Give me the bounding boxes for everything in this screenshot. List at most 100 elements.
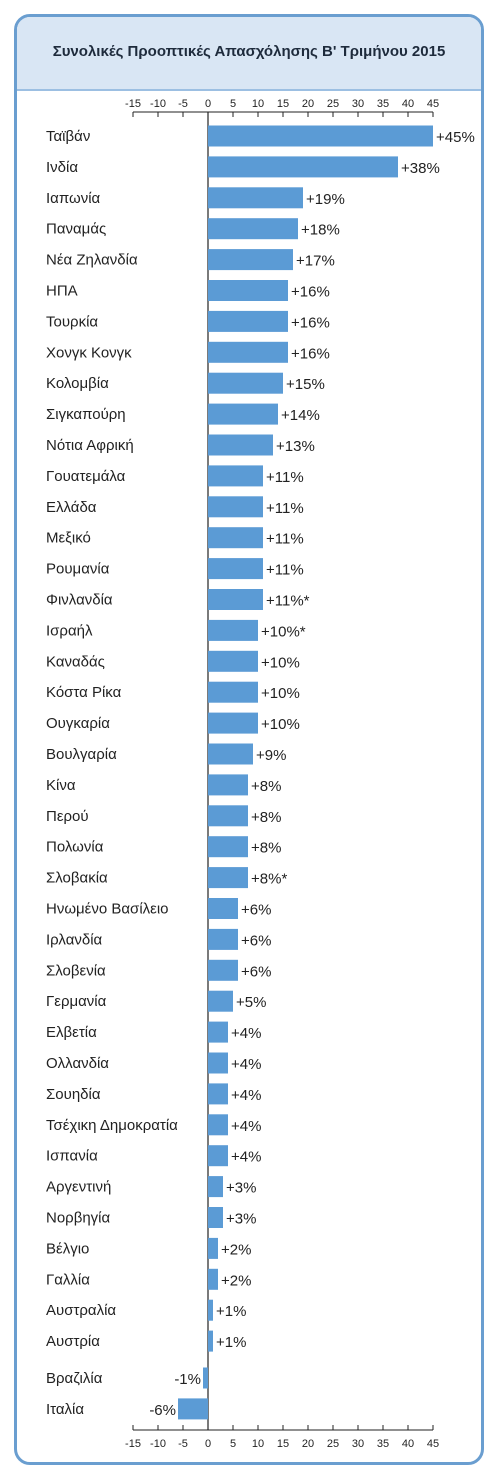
bar xyxy=(208,712,258,734)
bar xyxy=(208,527,263,549)
category-label: Σλοβακία xyxy=(46,870,108,887)
bar xyxy=(208,310,288,332)
category-label: Χονγκ Κονγκ xyxy=(46,344,132,361)
value-label: +17% xyxy=(296,253,335,270)
bottom-tick-label: 5 xyxy=(230,1438,236,1450)
bottom-tick-label: 25 xyxy=(327,1438,339,1450)
value-label: -6% xyxy=(149,1402,176,1419)
top-tick-label: 0 xyxy=(205,98,211,110)
bottom-tick-label: -10 xyxy=(150,1438,166,1450)
category-label: Αυστραλία xyxy=(46,1302,116,1319)
category-label: Σλοβενία xyxy=(46,962,106,979)
category-label: Ταϊβάν xyxy=(46,128,90,145)
value-label: +4% xyxy=(231,1118,261,1135)
category-label: Ιταλία xyxy=(46,1401,84,1418)
value-label: +38% xyxy=(401,160,440,177)
bar xyxy=(208,1083,228,1105)
category-label: Σιγκαπούρη xyxy=(46,406,126,423)
category-label: Αυστρία xyxy=(46,1333,100,1350)
bar xyxy=(208,249,293,271)
category-label: Βέλγιο xyxy=(46,1240,89,1257)
category-label: Ινδία xyxy=(46,159,78,176)
bar xyxy=(208,990,233,1012)
category-label: Γαλλία xyxy=(46,1271,90,1288)
category-label: Ελβετία xyxy=(46,1024,97,1041)
bar xyxy=(208,589,263,610)
category-label: Αργεντινή xyxy=(46,1179,111,1196)
value-label: +18% xyxy=(301,222,340,239)
bottom-tick-label: 40 xyxy=(402,1438,414,1450)
category-label: Καναδάς xyxy=(46,653,105,670)
category-label: Περού xyxy=(46,808,89,825)
category-label: Ηνωμένο Βασίλειο xyxy=(46,901,169,918)
bar xyxy=(208,1207,223,1228)
value-label: +2% xyxy=(221,1272,251,1289)
category-label: Μεξικό xyxy=(46,530,91,547)
category-label: ΗΠΑ xyxy=(46,283,78,300)
bar xyxy=(208,1237,218,1259)
value-label: +16% xyxy=(291,345,330,362)
value-label: +14% xyxy=(281,407,320,424)
value-label: +10% xyxy=(261,685,300,702)
value-label: +11% xyxy=(266,500,304,517)
bar xyxy=(208,619,258,641)
bar xyxy=(208,558,263,580)
bottom-tick-label: 30 xyxy=(352,1438,364,1450)
category-label: Νότια Αφρική xyxy=(46,437,134,454)
bottom-tick-label: 15 xyxy=(277,1438,289,1450)
chart-title: Συνολικές Προοπτικές Απασχόλησης Β' Τριμ… xyxy=(52,43,446,60)
value-label: +13% xyxy=(276,438,315,455)
category-label: Ισραήλ xyxy=(46,622,93,639)
value-label: +8% xyxy=(251,778,281,795)
category-label: Γουατεμάλα xyxy=(46,468,126,485)
bar xyxy=(208,341,288,363)
top-tick-label: 10 xyxy=(252,98,264,110)
bar xyxy=(208,1299,213,1321)
top-tick-label: 5 xyxy=(230,98,236,110)
bottom-tick-label: 45 xyxy=(427,1438,439,1450)
value-label: +4% xyxy=(231,1087,261,1104)
bar xyxy=(208,218,298,240)
category-label: Φινλανδία xyxy=(46,592,113,609)
bar xyxy=(208,434,273,456)
bar xyxy=(208,836,248,858)
bottom-tick-label: 0 xyxy=(205,1438,211,1450)
value-label: +5% xyxy=(236,994,266,1011)
value-label: +11%* xyxy=(266,593,310,610)
bar xyxy=(208,280,288,301)
value-label: +10% xyxy=(261,716,300,733)
value-label: +8% xyxy=(251,840,281,857)
value-label: -1% xyxy=(174,1371,201,1388)
top-tick-label: 15 xyxy=(277,98,289,110)
top-tick-label: 40 xyxy=(402,98,414,110)
category-label: Ιαπωνία xyxy=(46,190,101,207)
category-label: Τουρκία xyxy=(46,313,98,330)
category-label: Πολωνία xyxy=(46,839,104,856)
value-label: +4% xyxy=(231,1149,261,1166)
bottom-tick-label: 10 xyxy=(252,1438,264,1450)
bar xyxy=(208,187,303,209)
category-label: Κίνα xyxy=(46,777,76,794)
value-label: +9% xyxy=(256,747,286,764)
title-bar: Συνολικές Προοπτικές Απασχόλησης Β' Τριμ… xyxy=(17,17,481,91)
value-label: +6% xyxy=(241,963,271,980)
bar xyxy=(208,774,248,796)
top-tick-label: 25 xyxy=(327,98,339,110)
value-label: +3% xyxy=(226,1211,256,1228)
bar xyxy=(208,928,238,950)
bar xyxy=(208,867,248,889)
bar xyxy=(208,1176,223,1198)
bar xyxy=(208,496,263,518)
category-label: Ιρλανδία xyxy=(46,931,103,948)
bar xyxy=(208,805,248,827)
bar xyxy=(208,681,258,703)
value-label: +11% xyxy=(266,531,304,548)
bar xyxy=(208,156,398,178)
top-tick-label: 35 xyxy=(377,98,389,110)
value-label: +4% xyxy=(231,1025,261,1042)
value-label: +3% xyxy=(226,1180,256,1197)
bar xyxy=(208,1021,228,1043)
bar xyxy=(208,1145,228,1167)
top-tick-label: -10 xyxy=(150,98,166,110)
